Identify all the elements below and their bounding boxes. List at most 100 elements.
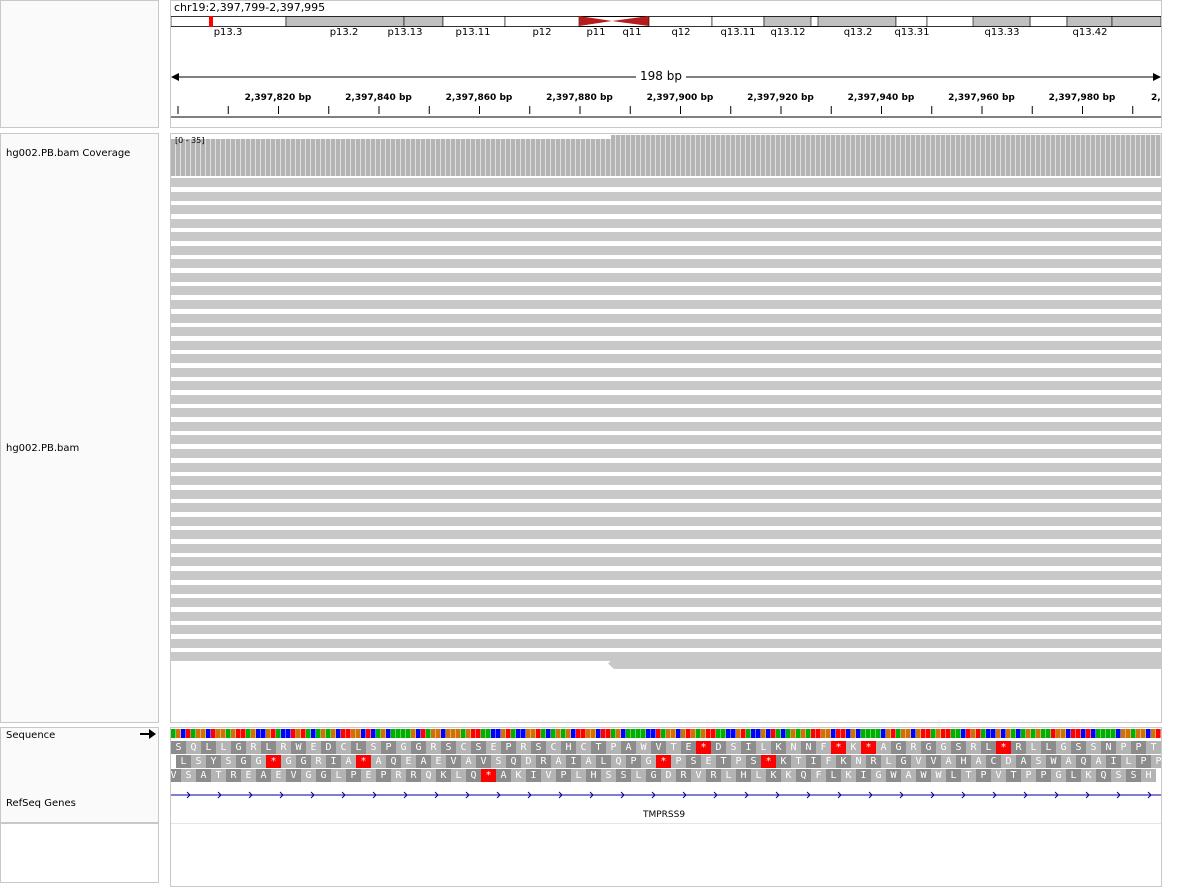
feature-name-panel: Sequence RefSeq Genes	[0, 727, 159, 823]
coverage-bar	[841, 135, 846, 176]
ruler-ticks[interactable]	[171, 104, 1161, 118]
strand-arrow	[248, 791, 253, 799]
amino-acid: A	[971, 755, 986, 768]
base-A	[861, 729, 866, 738]
alignment-data-panel[interactable]: [0 - 35]	[170, 133, 1162, 723]
read[interactable]	[171, 598, 1161, 608]
base-G	[826, 729, 831, 738]
base-C	[751, 729, 756, 738]
read[interactable]	[171, 218, 1161, 228]
coverage-bar	[921, 135, 926, 176]
read[interactable]	[171, 570, 1161, 580]
read[interactable]	[171, 232, 1161, 242]
sequence-track-label[interactable]: Sequence	[6, 730, 56, 741]
base-C	[1001, 729, 1006, 738]
coverage-bar	[1036, 135, 1041, 176]
amino-acid: K	[846, 741, 861, 754]
read[interactable]	[171, 543, 1161, 553]
read[interactable]	[171, 638, 1161, 648]
read[interactable]	[171, 611, 1161, 621]
alignment-track-label[interactable]: hg002.PB.bam	[6, 443, 80, 454]
base-G	[216, 729, 221, 738]
coverage-bar	[416, 139, 421, 176]
coverage-bar	[826, 135, 831, 176]
read[interactable]	[171, 299, 1161, 309]
read[interactable]	[171, 421, 1161, 431]
coverage-bar	[296, 139, 301, 176]
gene-feature-tmprss9[interactable]	[171, 790, 1161, 800]
coverage-bar	[446, 139, 451, 176]
amino-acid: H	[956, 755, 971, 768]
read[interactable]	[171, 381, 1161, 391]
base-G	[1061, 729, 1066, 738]
coverage-bar	[1126, 135, 1131, 176]
coverage-bar	[911, 135, 916, 176]
strand-arrow	[1085, 791, 1090, 799]
read[interactable]	[171, 408, 1161, 418]
base-A	[406, 729, 411, 738]
base-C	[1066, 729, 1071, 738]
read-reverse[interactable]	[608, 654, 1161, 669]
coverage-bar	[356, 139, 361, 176]
read[interactable]	[171, 205, 1161, 215]
read[interactable]	[171, 313, 1161, 323]
reference-bases[interactable]	[171, 729, 1161, 738]
amino-acid: S	[531, 741, 546, 754]
coverage-bar	[561, 139, 566, 176]
strand-arrow	[279, 791, 284, 799]
coverage-bar	[341, 139, 346, 176]
read[interactable]	[171, 476, 1161, 486]
read[interactable]	[171, 354, 1161, 364]
coverage-bar	[1101, 135, 1106, 176]
read[interactable]	[171, 245, 1161, 255]
coverage-bar	[1006, 135, 1011, 176]
read[interactable]	[171, 462, 1161, 472]
coverage-bar	[521, 139, 526, 176]
right-arrow-icon[interactable]	[140, 729, 156, 739]
coverage-histogram[interactable]	[171, 134, 1161, 176]
read[interactable]	[171, 435, 1161, 445]
amino-acid: I	[566, 755, 581, 768]
band-p13.13	[403, 16, 444, 27]
band-label-p11: p11	[586, 27, 606, 38]
amino-acid: G	[896, 755, 911, 768]
coverage-bar	[406, 139, 411, 176]
read[interactable]	[171, 489, 1161, 499]
coverage-bar	[181, 139, 186, 176]
read[interactable]	[171, 449, 1161, 458]
chromosome-ideogram[interactable]	[171, 16, 1161, 27]
read[interactable]	[171, 530, 1161, 540]
read[interactable]	[171, 557, 1161, 567]
read[interactable]	[171, 191, 1161, 201]
read[interactable]	[171, 286, 1161, 296]
read[interactable]	[171, 584, 1161, 594]
feature-data-panel[interactable]: S Q L L G R L R W E D C L S P G G R S C S E P R S C H C T P A W V T E * D S I L…	[170, 727, 1162, 887]
coverage-bar	[861, 135, 866, 176]
read[interactable]	[171, 259, 1161, 269]
read[interactable]	[171, 272, 1161, 282]
read[interactable]	[171, 327, 1161, 337]
amino-acid: A	[901, 769, 916, 782]
strand-arrow	[434, 791, 439, 799]
amino-acid: H	[586, 769, 601, 782]
base-C	[731, 729, 736, 738]
read[interactable]	[171, 178, 1161, 187]
coverage-bar	[871, 135, 876, 176]
coverage-bar	[636, 135, 641, 176]
coverage-bar	[821, 135, 826, 176]
read[interactable]	[171, 516, 1161, 526]
refseq-track-label[interactable]: RefSeq Genes	[6, 798, 76, 809]
amino-acid: P	[376, 769, 391, 782]
amino-acid: H	[736, 769, 751, 782]
base-C	[756, 729, 761, 738]
amino-acid: D	[321, 741, 336, 754]
coverage-bar	[391, 139, 396, 176]
read[interactable]	[171, 394, 1161, 404]
coverage-track-label[interactable]: hg002.PB.bam Coverage	[6, 148, 131, 159]
read[interactable]	[171, 625, 1161, 635]
read[interactable]	[171, 652, 1161, 662]
read[interactable]	[171, 340, 1161, 350]
read[interactable]	[171, 503, 1161, 513]
amino-acid: I	[741, 741, 756, 754]
read[interactable]	[171, 367, 1161, 377]
